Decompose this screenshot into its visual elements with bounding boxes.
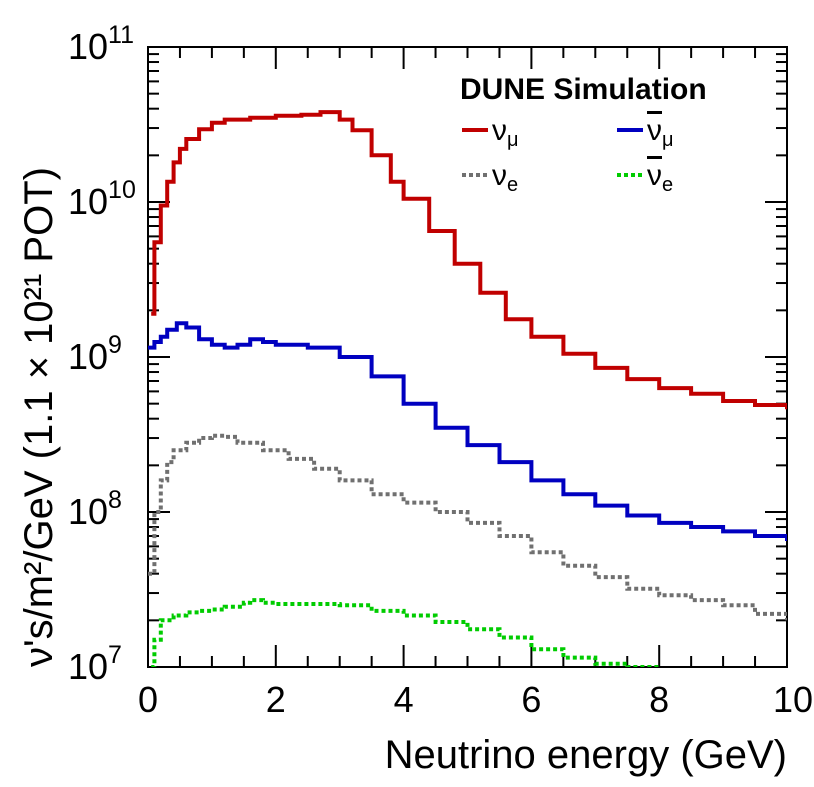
x-axis-title: Neutrino energy (GeV) (385, 733, 787, 777)
legend-label: νμ (492, 114, 519, 151)
series-line (151, 110, 787, 410)
legend-label: νe (647, 159, 673, 196)
legend-label: νμ (647, 114, 674, 151)
legend-title: DUNE Simulation (460, 73, 707, 106)
series-line (148, 321, 787, 541)
y-tick-label: 1010 (68, 176, 136, 222)
y-tick-label: 107 (68, 641, 122, 687)
y-tick-label: 1011 (68, 21, 134, 67)
axis-ticks (147, 47, 788, 668)
y-axis-title: ν's/m²/GeV (1.1 × 10²¹ POT) (17, 167, 61, 667)
legend: DUNE Simulation νμ νμ νe νe (460, 73, 707, 196)
series-line (151, 598, 662, 667)
series-line (148, 433, 787, 621)
x-tick-label: 2 (266, 679, 286, 720)
y-tick-label: 109 (68, 331, 122, 377)
y-tick-label: 108 (68, 486, 122, 532)
x-tick-labels: 0 2 4 6 8 10 (138, 679, 813, 720)
x-tick-label: 4 (394, 679, 414, 720)
x-tick-label: 10 (773, 679, 813, 720)
y-tick-labels: 107 108 109 1010 1011 (68, 21, 136, 687)
x-tick-label: 6 (521, 679, 541, 720)
legend-label: νe (492, 159, 518, 196)
x-tick-label: 8 (649, 679, 669, 720)
plot-frame (147, 46, 788, 668)
series-group (148, 110, 787, 667)
x-tick-label: 0 (138, 679, 158, 720)
